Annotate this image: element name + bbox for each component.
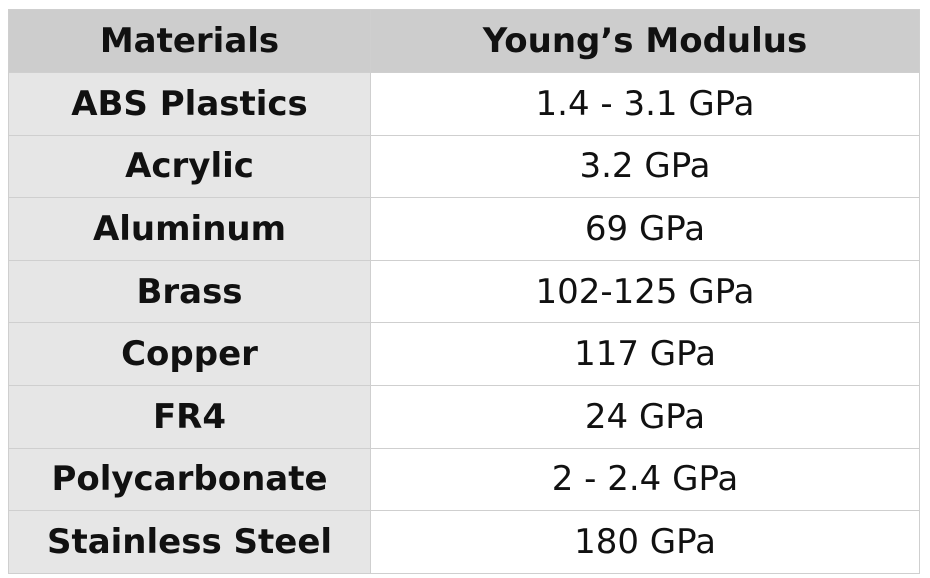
- modulus-cell: 1.4 - 3.1 GPa: [370, 72, 920, 136]
- table-row: Brass 102-125 GPa: [8, 259, 920, 324]
- table-header: Materials Young’s Modulus: [8, 9, 920, 73]
- material-cell: ABS Plastics: [8, 72, 371, 136]
- modulus-cell: 117 GPa: [370, 322, 920, 386]
- table-row: FR4 24 GPa: [8, 384, 920, 449]
- modulus-cell: 69 GPa: [370, 197, 920, 261]
- table-body: ABS Plastics 1.4 - 3.1 GPa Acrylic 3.2 G…: [8, 72, 920, 574]
- modulus-cell: 3.2 GPa: [370, 134, 920, 199]
- table-row: Aluminum 69 GPa: [8, 197, 920, 261]
- table-row: ABS Plastics 1.4 - 3.1 GPa: [8, 72, 920, 136]
- material-cell: Brass: [8, 259, 371, 324]
- material-cell: Aluminum: [8, 197, 371, 261]
- modulus-cell: 180 GPa: [370, 510, 920, 574]
- material-cell: Polycarbonate: [8, 447, 371, 512]
- material-cell: FR4: [8, 384, 371, 449]
- header-row: Materials Young’s Modulus: [8, 9, 920, 73]
- youngs-modulus-table: Materials Young’s Modulus ABS Plastics 1…: [8, 9, 920, 574]
- table-row: Stainless Steel 180 GPa: [8, 510, 920, 574]
- modulus-cell: 2 - 2.4 GPa: [370, 447, 920, 512]
- table-row: Polycarbonate 2 - 2.4 GPa: [8, 447, 920, 512]
- header-materials: Materials: [8, 9, 371, 73]
- table-row: Copper 117 GPa: [8, 322, 920, 386]
- material-cell: Acrylic: [8, 134, 371, 199]
- material-cell: Stainless Steel: [8, 510, 371, 574]
- modulus-cell: 102-125 GPa: [370, 259, 920, 324]
- table-row: Acrylic 3.2 GPa: [8, 134, 920, 199]
- material-cell: Copper: [8, 322, 371, 386]
- header-youngs-modulus: Young’s Modulus: [370, 9, 920, 73]
- modulus-cell: 24 GPa: [370, 384, 920, 449]
